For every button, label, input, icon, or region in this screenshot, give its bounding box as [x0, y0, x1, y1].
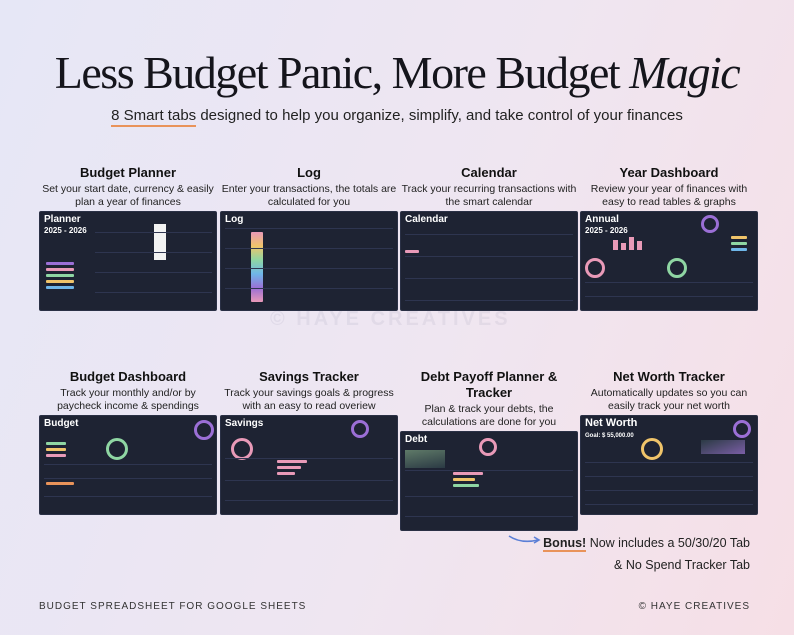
- bonus-label: Bonus!: [543, 536, 587, 552]
- subline-text: designed to help you organize, simplify,…: [196, 107, 683, 124]
- calendar-screenshot: Calendar: [400, 211, 578, 311]
- budget-screenshot: Budget: [39, 415, 217, 515]
- card-title: Net Worth Tracker: [613, 369, 725, 384]
- card-budget-planner: Budget Planner Set your start date, curr…: [39, 165, 217, 311]
- planner-screenshot: Planner 2025 - 2026: [39, 211, 217, 311]
- screen-title: Calendar: [405, 214, 448, 225]
- subline-highlight: 8 Smart tabs: [111, 107, 197, 127]
- savings-screenshot: Savings: [220, 415, 398, 515]
- footer-left: BUDGET SPREADSHEET FOR GOOGLE SHEETS: [39, 601, 307, 612]
- card-debt-payoff: Debt Payoff Planner & Tracker Plan & tra…: [400, 369, 578, 531]
- screen-title: Log: [225, 214, 244, 225]
- card-year-dashboard: Year Dashboard Review your year of finan…: [580, 165, 758, 311]
- debt-screenshot: Debt: [400, 431, 578, 531]
- card-budget-dashboard: Budget Dashboard Track your monthly and/…: [39, 369, 217, 515]
- card-title: Savings Tracker: [259, 369, 359, 384]
- card-description: Plan & track your debts, the calculation…: [421, 403, 557, 428]
- card-log: Log Enter your transactions, the totals …: [220, 165, 398, 311]
- card-description: Track your monthly and/or by paycheck in…: [57, 387, 199, 412]
- footer-right: © HAYE CREATIVES: [638, 601, 750, 612]
- bonus-line2: & No Spend Tracker Tab: [614, 558, 750, 572]
- screen-title: Debt: [405, 434, 428, 445]
- bonus-note: Bonus! Now includes a 50/30/20 Tab & No …: [543, 532, 750, 576]
- card-calendar: Calendar Track your recurring transactio…: [400, 165, 578, 311]
- arrow-icon: [508, 535, 541, 544]
- card-savings-tracker: Savings Tracker Track your savings goals…: [220, 369, 398, 515]
- card-title: Budget Planner: [79, 165, 177, 180]
- card-title: Calendar: [461, 165, 517, 180]
- screen-title: Annual 2025 - 2026: [585, 214, 628, 235]
- screen-title: Net Worth Goal: $ 55,000.00: [585, 417, 638, 440]
- headline-italic: Magic: [629, 47, 741, 98]
- card-title: Log: [297, 165, 321, 180]
- screen-title: Savings: [225, 418, 264, 429]
- card-net-worth: Net Worth Tracker Automatically updates …: [580, 369, 758, 515]
- subline: 8 Smart tabs designed to help you organi…: [0, 107, 794, 127]
- bonus-line1: Now includes a 50/30/20 Tab: [586, 536, 750, 550]
- card-description: Track your savings goals & progress with…: [224, 387, 394, 412]
- card-title: Year Dashboard: [619, 165, 719, 180]
- card-description: Automatically updates so you can easily …: [590, 387, 748, 412]
- card-description: Review your year of finances with easy t…: [590, 183, 748, 208]
- annual-screenshot: Annual 2025 - 2026: [580, 211, 758, 311]
- net-worth-screenshot: Net Worth Goal: $ 55,000.00: [580, 415, 758, 515]
- card-title: Budget Dashboard: [69, 369, 187, 384]
- card-description: Track your recurring transactions with t…: [401, 183, 577, 208]
- card-description: Set your start date, currency & easily p…: [42, 183, 214, 208]
- headline: Less Budget Panic, More Budget Magic: [0, 46, 794, 99]
- screen-title: Budget: [44, 418, 79, 429]
- headline-main: Less Budget Panic, More Budget: [54, 47, 630, 98]
- watermark: © HAYE CREATIVES: [270, 308, 511, 330]
- screen-title: Planner 2025 - 2026: [44, 214, 87, 235]
- card-description: Enter your transactions, the totals are …: [221, 183, 397, 208]
- log-screenshot: Log: [220, 211, 398, 311]
- card-title: Debt Payoff Planner & Tracker: [420, 369, 558, 400]
